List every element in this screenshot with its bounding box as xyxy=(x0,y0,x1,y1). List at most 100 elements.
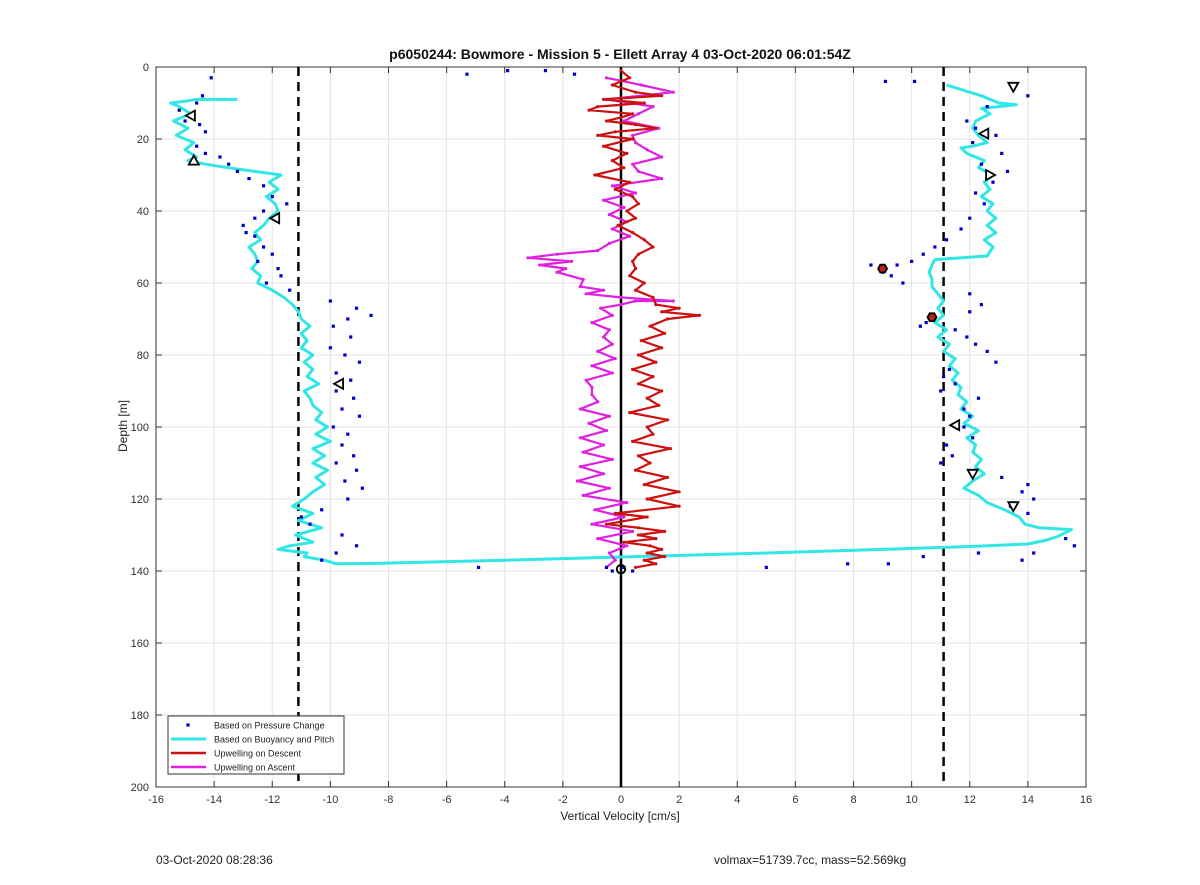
waypoint-marker xyxy=(877,263,889,274)
waypoint-marker xyxy=(1006,501,1020,514)
line-point xyxy=(596,249,600,253)
line-point xyxy=(578,285,582,289)
line-point xyxy=(593,508,597,512)
line-point xyxy=(607,551,611,555)
legend-label: Based on Buoyancy and Pitch xyxy=(214,735,334,745)
pressure-point xyxy=(1026,511,1030,515)
waypoint-marker xyxy=(1006,81,1020,94)
pressure-point xyxy=(328,346,332,350)
pressure-point xyxy=(979,303,983,307)
line-point xyxy=(645,425,649,429)
pressure-point xyxy=(939,461,943,465)
pressure-point xyxy=(285,202,289,206)
line-point xyxy=(662,529,667,534)
line-point xyxy=(596,537,600,541)
line-point xyxy=(668,447,673,451)
line-point xyxy=(633,141,638,145)
pressure-point xyxy=(253,234,257,238)
y-tick-label: 60 xyxy=(137,278,149,290)
pressure-point xyxy=(261,184,266,188)
pressure-point xyxy=(994,133,998,137)
x-tick-label: 10 xyxy=(906,794,918,806)
line-point xyxy=(639,83,643,87)
line-point xyxy=(654,126,658,130)
pressure-point xyxy=(901,281,905,285)
line-point xyxy=(677,504,681,508)
pressure-point xyxy=(288,288,292,292)
x-tick-label: 14 xyxy=(1022,794,1034,806)
pressure-point xyxy=(200,94,205,98)
line-point xyxy=(633,288,638,292)
pressure-point xyxy=(968,292,972,296)
line-point xyxy=(636,382,641,386)
x-tick-label: -14 xyxy=(206,794,222,806)
pressure-point xyxy=(227,162,231,166)
pressure-point xyxy=(982,202,986,206)
line-point xyxy=(607,414,611,418)
footer-vessel-info: volmax=51739.7cc, mass=52.569kg xyxy=(714,853,907,867)
pressure-point xyxy=(328,299,332,303)
line-point xyxy=(610,457,614,461)
line-point xyxy=(601,97,606,101)
line-point xyxy=(660,389,664,393)
line-point xyxy=(654,303,658,307)
line-point xyxy=(625,209,629,213)
line-point xyxy=(677,306,681,310)
pressure-point xyxy=(973,126,978,130)
line-point xyxy=(642,483,646,487)
line-point xyxy=(631,529,635,534)
series-upwelling-descent-line-points xyxy=(587,69,702,570)
line-point xyxy=(601,144,606,148)
legend-swatch-pressure xyxy=(186,723,190,727)
legend-label: Upwelling on Descent xyxy=(214,749,302,759)
pressure-point xyxy=(921,555,925,559)
pressure-point xyxy=(197,123,202,127)
line-point xyxy=(665,418,670,422)
pressure-point xyxy=(965,335,969,339)
line-point xyxy=(581,493,585,497)
pressure-point xyxy=(1000,475,1004,479)
pressure-point xyxy=(253,216,257,220)
line-point xyxy=(628,274,632,278)
waypoint-marker xyxy=(926,312,938,323)
line-point xyxy=(590,522,594,526)
line-point xyxy=(610,159,614,163)
line-point xyxy=(604,119,609,123)
pressure-point xyxy=(947,367,952,371)
line-point xyxy=(660,547,664,552)
line-point xyxy=(584,292,588,296)
line-point xyxy=(633,90,638,94)
line-point xyxy=(622,540,626,544)
legend-label: Upwelling on Ascent xyxy=(214,763,296,773)
pressure-point xyxy=(1020,558,1024,562)
line-point xyxy=(671,90,675,94)
x-tick-label: 0 xyxy=(618,794,624,806)
pressure-point xyxy=(506,69,510,73)
pressure-point xyxy=(1032,497,1036,501)
y-tick-label: 0 xyxy=(143,62,149,74)
pressure-point xyxy=(241,223,245,227)
pressure-point xyxy=(968,216,972,220)
y-tick-label: 20 xyxy=(137,134,149,146)
pressure-point xyxy=(320,508,324,512)
line-point xyxy=(631,162,635,166)
x-tick-label: -4 xyxy=(500,794,510,806)
pressure-point xyxy=(1026,94,1030,98)
line-point xyxy=(628,234,632,238)
line-point xyxy=(633,123,638,127)
footer-timestamp: 03-Oct-2020 08:28:36 xyxy=(156,853,273,867)
line-point xyxy=(648,461,652,465)
line-point xyxy=(657,126,661,130)
pressure-point xyxy=(976,551,981,555)
line-point xyxy=(599,306,603,310)
pressure-point xyxy=(346,432,350,436)
line-point xyxy=(610,227,614,231)
y-tick-label: 200 xyxy=(131,782,149,794)
pressure-point xyxy=(354,468,359,472)
line-point xyxy=(607,213,611,217)
line-point xyxy=(616,223,620,227)
line-point xyxy=(636,112,641,116)
pressure-point xyxy=(349,378,353,382)
line-point xyxy=(590,321,594,325)
line-point xyxy=(604,522,609,526)
